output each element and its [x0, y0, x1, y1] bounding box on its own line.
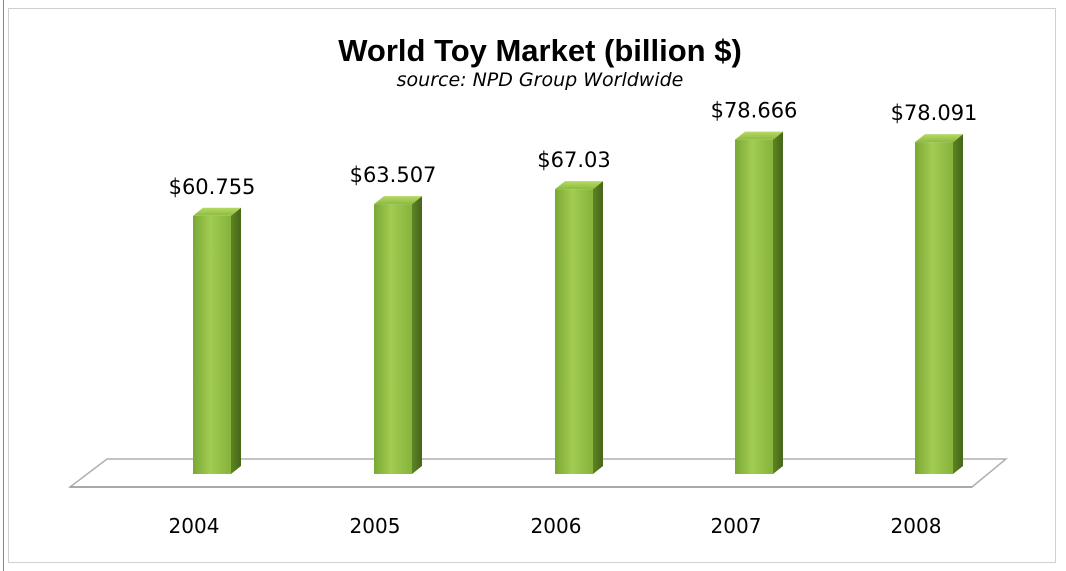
x-tick-label: 2008 [891, 514, 942, 538]
bar-top [193, 207, 241, 216]
bar-side [953, 134, 963, 474]
bar-front [555, 189, 593, 474]
bar-top [735, 131, 783, 140]
x-axis-tick-labels: 2004 2005 2006 2007 2008 [169, 514, 942, 538]
x-tick-label: 2004 [169, 514, 220, 538]
bar-2005 [374, 196, 422, 474]
window-edge [3, 0, 4, 571]
bar-front [735, 139, 773, 474]
data-label: $67.03 [537, 148, 610, 172]
bar-side [773, 131, 783, 474]
bar-front [915, 142, 953, 474]
bar-top [374, 196, 422, 205]
bar-2004 [193, 207, 241, 474]
data-label: $78.666 [711, 99, 798, 123]
data-label: $60.755 [169, 175, 256, 199]
bar-2007 [735, 131, 783, 474]
bar-front [193, 215, 231, 474]
data-labels-group: $60.755 $63.507 $67.03 $78.666 $78.091 [169, 99, 978, 199]
bars-group [193, 131, 963, 474]
bar-side [593, 181, 603, 474]
data-label: $78.091 [891, 101, 978, 125]
bar-2008 [915, 134, 963, 474]
chart-subtitle: source: NPD Group Worldwide [397, 69, 684, 91]
chart-title: World Toy Market (billion $) [338, 33, 742, 68]
bar-top [915, 134, 963, 143]
x-tick-label: 2005 [350, 514, 401, 538]
bar-top [555, 181, 603, 190]
bar-side [231, 207, 241, 474]
bar-front [374, 204, 412, 474]
data-label: $63.507 [350, 163, 437, 187]
x-tick-label: 2006 [531, 514, 582, 538]
x-tick-label: 2007 [711, 514, 762, 538]
bar-side [412, 196, 422, 474]
bar-2006 [555, 181, 603, 474]
